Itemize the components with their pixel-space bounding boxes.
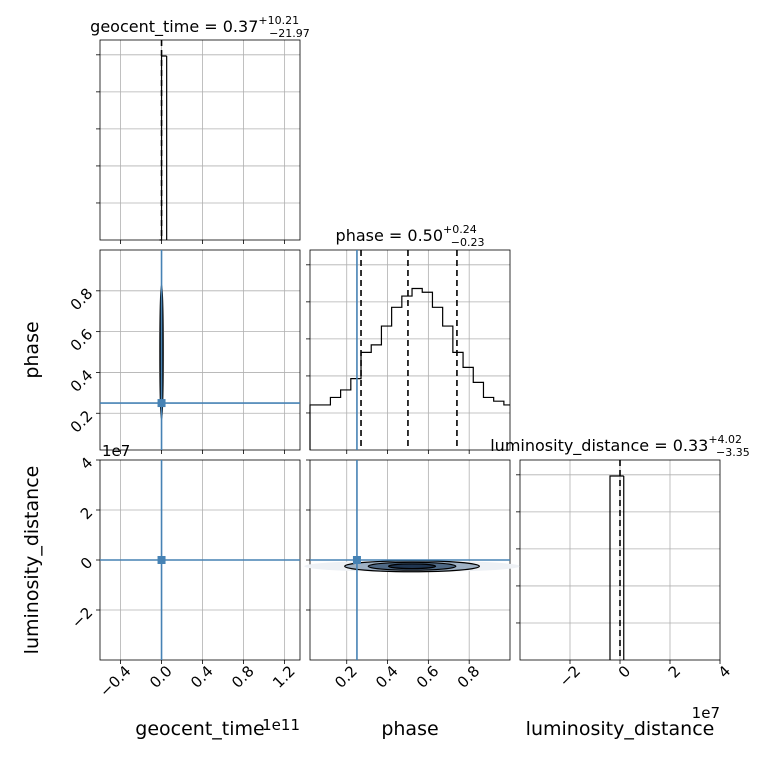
panel-phase-geocent_time [96,249,301,454]
panel-frame [309,249,511,451]
title-luminosity-distance-plus: +4.02 [708,433,742,446]
panel-phase-phase [306,249,511,454]
xtick-label-luminosity_distance: 4 [715,662,734,681]
ylabel-luminosity-distance: luminosity_distance [21,466,43,655]
ylabel-phase: phase [21,321,43,378]
title-luminosity-distance-prefix: luminosity_distance = [490,436,672,456]
offset-geocent-time: 1e11 [262,716,300,734]
xtick-label-phase: 0.8 [454,662,484,692]
title-phase: phase = 0.50+0.24 −0.23 [336,223,485,249]
xtick-label-luminosity_distance: −2 [556,662,584,690]
truth-point-luminosity_distance-geocent_time [157,556,166,564]
title-luminosity-distance-minus: −3.35 [716,446,750,459]
marks: −0.4 0.0 0.4 0.8 1.2 0.2 0.4 0.6 0.8 −2 0 2 4 0.2 0.4 0… [67,40,734,701]
title-luminosity-distance-value: 0.33 [673,436,709,455]
title-phase-value: 0.50 [407,226,443,245]
xtick-label-geocent_time: 0.8 [228,662,258,692]
title-phase-plus: +0.24 [443,223,477,236]
hist-phase [309,287,510,450]
hist-geocent-time [159,55,167,241]
ytick-label-luminosity_distance: 0 [77,554,96,573]
title-luminosity-distance: luminosity_distance = 0.33+4.02 −3.35 [490,433,750,459]
ytick-label-phase: 0.2 [67,407,97,437]
truth-point-phase-geocent_time [157,399,166,408]
offset-luminosity-distance: 1e7 [692,704,720,722]
title-geocent-time-value: 0.37 [223,17,259,36]
ytick-label-luminosity_distance: 4 [77,454,96,473]
xtick-label-phase: 0.2 [331,662,361,692]
ytick-label-luminosity_distance: −2 [68,604,96,632]
xtick-label-phase: 0.4 [372,662,402,692]
xtick-label-geocent_time: −0.4 [96,662,134,700]
xtick-label-geocent_time: 0.0 [146,662,176,692]
title-phase-minus: −0.23 [451,236,485,249]
xtick-label-luminosity_distance: 0 [615,662,634,681]
title-geocent-time-plus: +10.21 [258,14,299,27]
ytick-label-phase: 0.4 [67,366,97,396]
xtick-label-geocent_time: 0.4 [187,662,217,692]
title-phase-prefix: phase = [336,226,408,245]
ytick-label-phase: 0.8 [67,284,97,314]
xlabel-phase: phase [381,718,438,740]
hist-luminosity-distance [609,475,624,660]
contour-distance-phase [304,560,520,573]
xlabel-geocent-time: geocent_time [135,718,264,740]
xlabel-luminosity-distance: luminosity_distance [526,718,715,740]
offset-luminosity-distance-y: 1e7 [102,442,130,460]
ytick-label-phase: 0.6 [67,325,97,355]
title-geocent-time-prefix: geocent_time = [90,17,223,37]
xtick-label-geocent_time: 1.2 [269,662,299,692]
panel-luminosity_distance-geocent_time [96,459,301,664]
panel-frame [99,39,301,241]
title-geocent-time-minus: −21.97 [269,27,310,40]
ytick-label-luminosity_distance: 2 [77,504,96,523]
truth-point-luminosity_distance-phase [352,556,361,564]
contour-distance-phase-inner [387,563,437,570]
panel-luminosity_distance-luminosity_distance [516,459,721,664]
xtick-label-luminosity_distance: 2 [665,662,684,681]
title-geocent-time: geocent_time = 0.37+10.21 −21.97 [90,14,310,40]
panel-geocent_time-geocent_time [96,39,301,244]
panel-frame [99,249,301,451]
xtick-label-phase: 0.6 [413,662,443,692]
